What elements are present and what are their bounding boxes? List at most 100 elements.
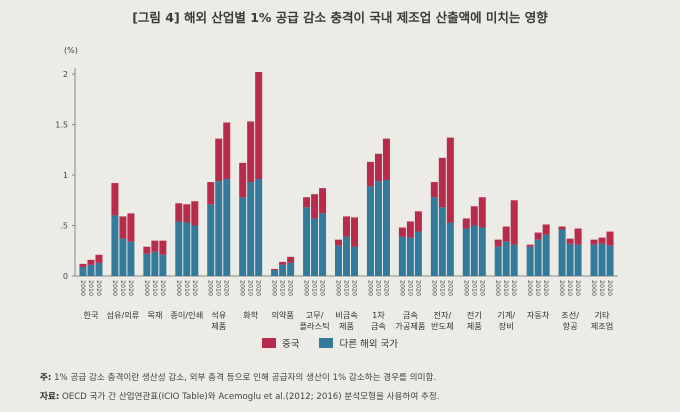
x-year-label: 2010 xyxy=(374,280,381,296)
bar-china xyxy=(335,239,342,246)
bar-others xyxy=(271,269,279,276)
x-year-label: 2020 xyxy=(478,280,485,296)
x-year-label: 2020 xyxy=(159,280,166,296)
y-axis-unit: (%) xyxy=(64,46,78,55)
x-category-label: 플라스틱 xyxy=(299,321,329,331)
x-year-label: 2010 xyxy=(534,280,541,296)
bar-china xyxy=(95,254,103,263)
y-tick-label: 1 xyxy=(63,171,68,180)
bar-china xyxy=(223,122,231,180)
x-year-label: 2000 xyxy=(303,280,310,296)
legend-item-china: 중국 xyxy=(262,336,299,350)
bar-others xyxy=(207,204,215,276)
x-category-label: 고무/ xyxy=(306,310,324,320)
x-category-label: 제품 xyxy=(211,321,227,331)
bar-others xyxy=(279,264,287,276)
x-year-label: 2020 xyxy=(255,280,262,296)
bar-others xyxy=(87,264,95,276)
legend-item-others: 다른 해외 국가 xyxy=(319,336,398,350)
bar-china xyxy=(191,201,199,226)
bar-china xyxy=(406,221,414,238)
bar-china xyxy=(590,239,598,245)
x-year-label: 2000 xyxy=(398,280,405,296)
x-year-label: 2010 xyxy=(279,280,286,296)
bar-china xyxy=(143,246,151,254)
bar-others xyxy=(191,225,199,276)
x-year-label: 2020 xyxy=(510,280,517,296)
bar-others xyxy=(159,254,167,276)
bar-china xyxy=(343,216,350,237)
y-tick-label: .5 xyxy=(60,222,68,231)
bar-others xyxy=(446,222,454,276)
bar-others xyxy=(398,236,406,276)
bar-others xyxy=(478,227,486,276)
bar-others xyxy=(127,241,135,276)
x-year-label: 2020 xyxy=(127,280,134,296)
bar-china xyxy=(351,217,358,247)
bar-china xyxy=(255,71,263,180)
x-year-label: 2000 xyxy=(239,280,246,296)
bar-others xyxy=(111,215,119,276)
bar-china xyxy=(239,162,247,198)
bar-others xyxy=(255,179,263,276)
x-category-label: 한국 xyxy=(83,310,99,320)
bar-others xyxy=(303,207,311,276)
bar-china xyxy=(87,259,95,265)
x-year-label: 2000 xyxy=(494,280,501,296)
bar-china xyxy=(374,153,382,182)
x-category-label: 항공 xyxy=(563,321,579,331)
bar-china xyxy=(558,226,566,230)
chart-title: [그림 4] 해외 산업별 1% 공급 감소 충격이 국내 제조업 산출액에 미… xyxy=(132,10,548,25)
x-year-label: 2020 xyxy=(382,280,389,296)
bar-china xyxy=(534,232,542,240)
x-year-label: 2020 xyxy=(574,280,581,296)
x-category-label: 전자/ xyxy=(433,310,451,320)
bar-others xyxy=(215,181,223,276)
x-year-label: 2020 xyxy=(191,280,198,296)
bar-others xyxy=(335,245,342,276)
source-text: OECD 국가 간 산업연관표(ICIO Table)와 Acemoglu et… xyxy=(61,392,440,402)
bar-china xyxy=(271,268,279,270)
x-year-label: 2020 xyxy=(319,280,326,296)
bar-china xyxy=(494,239,502,247)
x-category-label: 제품 xyxy=(467,321,483,331)
x-year-label: 2000 xyxy=(526,280,533,296)
footnote-text: 1% 공급 감소 충격이란 생산성 감소, 외부 충격 등으로 인해 공급자의 … xyxy=(54,373,437,383)
x-year-label: 2010 xyxy=(502,280,509,296)
bar-others xyxy=(502,241,510,276)
x-category-label: 석유 xyxy=(211,310,227,320)
bar-china xyxy=(175,203,183,222)
y-tick-label: 0 xyxy=(63,272,68,281)
source-label: 자료: xyxy=(40,392,60,402)
x-category-label: 종이/인쇄 xyxy=(170,310,203,320)
x-year-label: 2010 xyxy=(406,280,413,296)
bar-others xyxy=(526,246,534,276)
bar-china xyxy=(247,121,255,183)
bar-others xyxy=(247,182,255,276)
bar-china xyxy=(502,226,510,242)
legend-swatch-others xyxy=(319,338,334,348)
x-year-label: 2000 xyxy=(79,280,86,296)
bar-china xyxy=(598,237,606,244)
x-category-label: 금속 xyxy=(371,321,387,331)
bar-china xyxy=(526,244,534,247)
bar-china xyxy=(606,231,614,246)
bar-china xyxy=(574,228,582,245)
bar-china xyxy=(478,197,486,228)
x-year-label: 2020 xyxy=(542,280,549,296)
bar-others xyxy=(351,246,358,276)
x-year-label: 2000 xyxy=(143,280,150,296)
x-year-label: 2010 xyxy=(311,280,318,296)
bar-china xyxy=(319,188,327,214)
bar-others xyxy=(183,222,191,276)
x-year-label: 2020 xyxy=(223,280,230,296)
x-year-label: 2000 xyxy=(366,280,373,296)
bar-china xyxy=(446,137,454,223)
bar-others xyxy=(175,221,183,276)
x-year-label: 2000 xyxy=(558,280,565,296)
x-category-label: 장비 xyxy=(499,321,514,331)
bar-china xyxy=(542,224,550,235)
bar-others xyxy=(430,197,438,276)
